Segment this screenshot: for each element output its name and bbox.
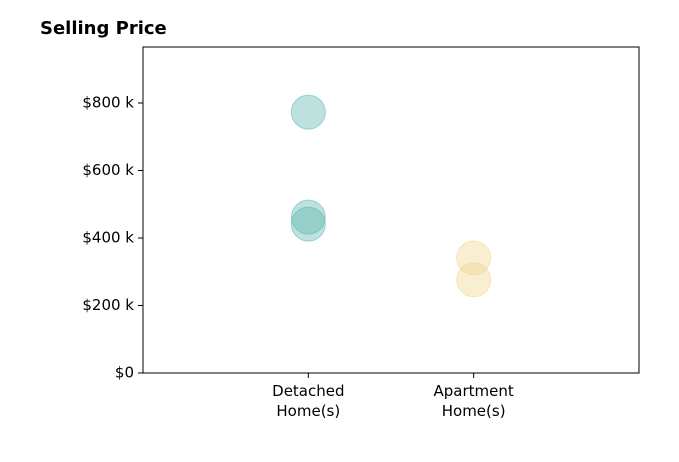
chart-title: Selling Price <box>40 18 167 39</box>
x-tick-label: Detached Home(s) <box>272 382 345 420</box>
y-tick-label: $200 k <box>82 296 134 314</box>
point <box>290 206 326 242</box>
point <box>290 199 326 235</box>
y-tick-label: $800 k <box>82 94 134 112</box>
y-tick-label: $0 <box>115 364 134 382</box>
y-tick-label: $400 k <box>82 229 134 247</box>
x-tick-label: Apartment Home(s) <box>433 382 514 420</box>
plot-frame <box>142 46 640 374</box>
point <box>290 94 326 130</box>
point <box>456 240 492 276</box>
point <box>456 262 492 298</box>
y-tick-label: $600 k <box>82 161 134 179</box>
